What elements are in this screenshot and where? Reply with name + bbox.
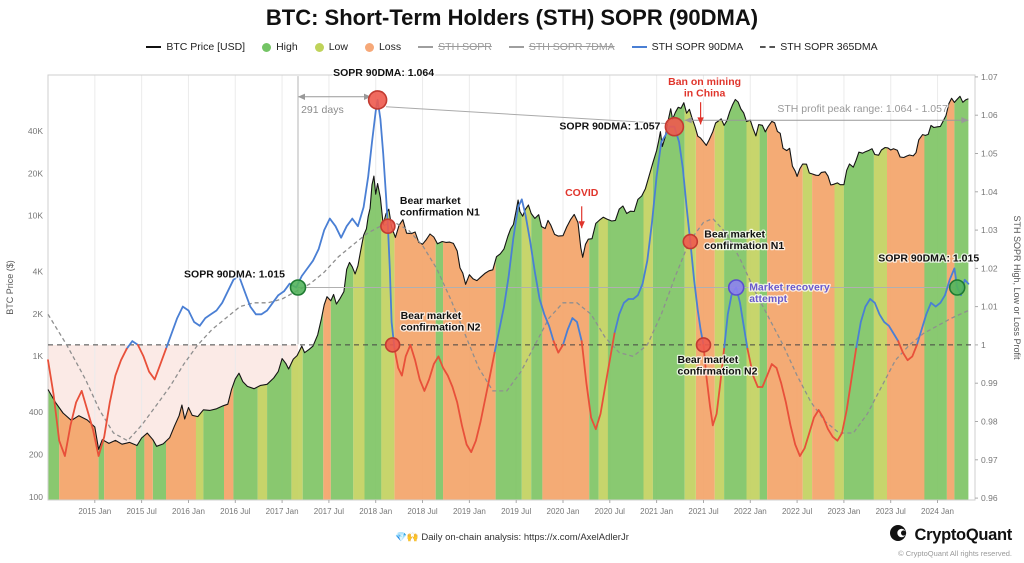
legend-label: Loss <box>378 41 402 53</box>
svg-text:BTC Price ($): BTC Price ($) <box>5 260 15 315</box>
svg-text:SOPR 90DMA: 1.015: SOPR 90DMA: 1.015 <box>878 253 979 265</box>
svg-text:2019 Jul: 2019 Jul <box>501 507 531 516</box>
legend-item-high[interactable]: High <box>262 41 298 53</box>
cryptoquant-logo-icon <box>889 523 909 548</box>
legend-item-sth-sopr-365dma[interactable]: STH SOPR 365DMA <box>760 41 878 53</box>
svg-text:2024 Jan: 2024 Jan <box>921 507 954 516</box>
svg-text:0.99: 0.99 <box>981 378 998 388</box>
copyright: © CryptoQuant All rights reserved. <box>898 549 1012 558</box>
svg-text:STH SOPR High, Low or Loss Pro: STH SOPR High, Low or Loss Profit <box>1012 215 1022 360</box>
legend-label: STH SOPR <box>438 41 492 53</box>
svg-text:4K: 4K <box>33 267 44 277</box>
svg-text:0.97: 0.97 <box>981 455 998 465</box>
svg-text:2021 Jan: 2021 Jan <box>640 507 673 516</box>
svg-text:1.07: 1.07 <box>981 72 998 82</box>
svg-text:2017 Jan: 2017 Jan <box>266 507 299 516</box>
page-title: BTC: Short-Term Holders (STH) SOPR (90DM… <box>265 5 759 30</box>
legend-line-swatch <box>508 46 524 48</box>
sopr-365dma-line <box>47 217 969 442</box>
analysis-credit[interactable]: 💎🙌 Daily on-chain analysis: https://x.co… <box>395 532 629 543</box>
svg-text:400: 400 <box>29 407 43 417</box>
plot-border <box>47 74 976 501</box>
svg-text:SOPR 90DMA: 1.064: SOPR 90DMA: 1.064 <box>333 67 434 79</box>
svg-text:1.01: 1.01 <box>981 302 998 312</box>
svg-text:2023 Jan: 2023 Jan <box>827 507 860 516</box>
svg-text:40K: 40K <box>28 126 43 136</box>
legend-label: STH SOPR 90DMA <box>651 41 744 53</box>
brand-name: CryptoQuant <box>914 526 1012 544</box>
svg-text:2021 Jul: 2021 Jul <box>688 507 718 516</box>
svg-text:291 days: 291 days <box>301 104 344 116</box>
legend-dot-swatch <box>364 42 374 52</box>
legend-label: BTC Price [USD] <box>166 41 246 53</box>
legend-item-btc-price-usd[interactable]: BTC Price [USD] <box>146 41 245 53</box>
svg-text:COVID: COVID <box>565 187 599 199</box>
legend-label: STH SOPR 7DMA <box>528 41 615 53</box>
svg-text:1K: 1K <box>33 351 44 361</box>
svg-text:SOPR 90DMA: 1.015: SOPR 90DMA: 1.015 <box>184 269 285 281</box>
legend-dot-swatch <box>314 42 324 52</box>
svg-text:STH profit peak range: 1.064 -: STH profit peak range: 1.064 - 1.057 <box>777 103 948 115</box>
legend-line-swatch <box>631 46 647 48</box>
legend-line-swatch <box>146 46 162 48</box>
legend-label: High <box>276 41 298 53</box>
svg-text:1.04: 1.04 <box>981 187 998 197</box>
svg-text:100: 100 <box>29 492 43 502</box>
legend-line-swatch <box>418 46 434 48</box>
price-line <box>47 95 969 450</box>
svg-text:2022 Jan: 2022 Jan <box>734 507 767 516</box>
svg-text:SOPR 90DMA: 1.057: SOPR 90DMA: 1.057 <box>559 121 660 133</box>
svg-text:1.05: 1.05 <box>981 149 998 159</box>
legend-item-low[interactable]: Low <box>314 41 348 53</box>
svg-text:2023 Jul: 2023 Jul <box>876 507 906 516</box>
svg-text:2019 Jan: 2019 Jan <box>453 507 486 516</box>
svg-text:0.98: 0.98 <box>981 417 998 427</box>
svg-text:200: 200 <box>29 450 43 460</box>
svg-text:20K: 20K <box>28 168 43 178</box>
svg-text:2015 Jan: 2015 Jan <box>78 507 111 516</box>
svg-text:1.06: 1.06 <box>981 110 998 120</box>
svg-text:2016 Jul: 2016 Jul <box>220 507 250 516</box>
svg-text:2018 Jan: 2018 Jan <box>359 507 392 516</box>
guides-layer <box>297 76 969 345</box>
markers-layer <box>289 90 966 353</box>
left-axis: 40K 20K 10K 4K 2K 1K 400 200 100 BTC Price ($) <box>5 126 43 502</box>
legend-item-sth-sopr-90dma[interactable]: STH SOPR 90DMA <box>631 41 744 53</box>
legend-line-swatch <box>760 46 776 48</box>
legend: BTC Price [USD] High Low Loss STH SOPR STH SO… <box>0 41 1024 53</box>
svg-text:2020 Jan: 2020 Jan <box>547 507 580 516</box>
svg-text:2K: 2K <box>33 309 44 319</box>
svg-text:10K: 10K <box>28 211 43 221</box>
svg-text:2015 Jul: 2015 Jul <box>126 507 156 516</box>
svg-text:2022 Jul: 2022 Jul <box>782 507 812 516</box>
legend-item-sth-sopr[interactable]: STH SOPR <box>418 41 492 53</box>
svg-text:1: 1 <box>981 340 986 350</box>
annotations-layer: SOPR 90DMA: 1.064 291 days SOPR 90DMA: 1.0… <box>183 66 981 379</box>
svg-text:2016 Jan: 2016 Jan <box>172 507 205 516</box>
legend-item-loss[interactable]: Loss <box>364 41 402 53</box>
cryptoquant-brand: CryptoQuant © CryptoQuant All rights res… <box>889 523 1012 558</box>
right-axis: 1.07 1.06 1.05 1.04 1.03 1.02 1.01 1 0.99 0.98 0.9… <box>975 72 1022 503</box>
svg-text:1.02: 1.02 <box>981 263 998 273</box>
svg-text:0.96: 0.96 <box>981 493 998 503</box>
legend-item-sth-sopr-7dma[interactable]: STH SOPR 7DMA <box>508 41 615 53</box>
x-axis: 2015 Jan 2015 Jul 2016 Jan 2016 Jul 2017 Jan… <box>78 500 954 516</box>
legend-dot-swatch <box>262 42 272 52</box>
svg-text:2017 Jul: 2017 Jul <box>314 507 344 516</box>
legend-label: STH SOPR 365DMA <box>780 41 878 53</box>
svg-text:2020 Jul: 2020 Jul <box>595 507 625 516</box>
legend-label: Low <box>328 41 348 53</box>
svg-text:1.03: 1.03 <box>981 225 998 235</box>
svg-text:2018 Jul: 2018 Jul <box>407 507 437 516</box>
